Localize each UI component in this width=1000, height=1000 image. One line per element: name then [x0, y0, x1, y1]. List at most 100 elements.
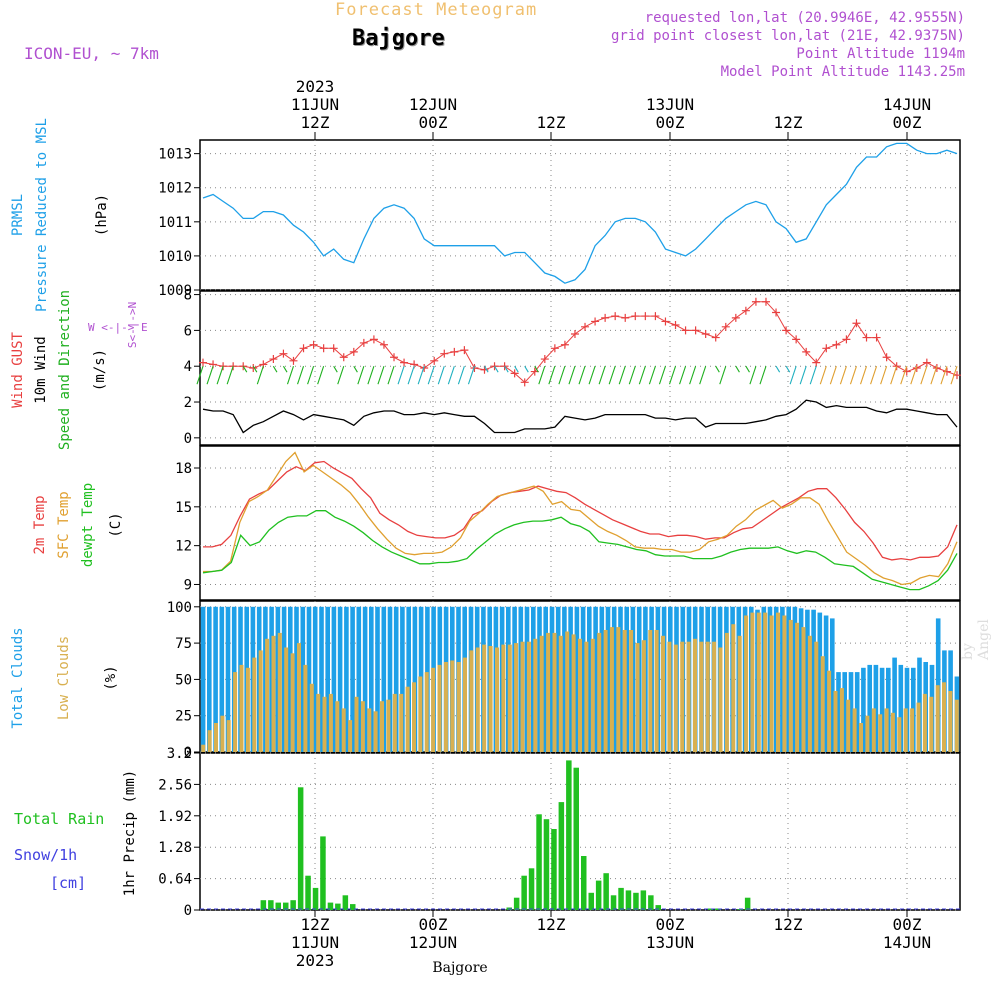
gust-marker	[691, 326, 700, 335]
total-cloud-bar	[381, 606, 387, 752]
wind-direction-arrow	[377, 366, 385, 385]
rain-bar	[633, 892, 639, 910]
gust-marker	[651, 312, 660, 321]
gust-marker	[772, 308, 781, 317]
rain-bar	[521, 875, 527, 910]
total-cloud-bar	[362, 606, 368, 752]
y-tick-label: 6	[184, 323, 192, 339]
low-cloud-bar	[450, 660, 455, 752]
gust-marker	[812, 358, 821, 367]
wind-direction-arrow	[417, 366, 425, 385]
gust-marker	[782, 326, 791, 335]
low-cloud-bar	[533, 638, 538, 753]
prmsl-label: PRMSL	[10, 194, 26, 236]
top-time-date: 13JUN	[646, 95, 694, 114]
low-cloud-bar	[661, 635, 665, 752]
low-cloud-bar	[922, 693, 927, 752]
low-cloud-bar	[539, 635, 544, 752]
low-cloud-bar	[680, 641, 685, 752]
low-cloud-bar	[597, 632, 602, 752]
series-dewpt-temp	[202, 510, 958, 591]
low-cloud-bar	[609, 627, 614, 752]
low-cloud-bar	[910, 708, 915, 752]
gust-marker	[862, 333, 871, 342]
wind-direction-arrow	[618, 366, 626, 385]
low-cloud-bar	[865, 715, 870, 752]
low-clouds-label: Low Clouds	[56, 636, 72, 720]
total-cloud-bar	[207, 606, 212, 752]
wind-direction-arrow	[598, 366, 606, 385]
total-cloud-bar	[344, 606, 349, 752]
wind-direction-arrow	[745, 365, 750, 373]
rain-bar	[588, 892, 594, 910]
wind-direction-arrow	[789, 366, 797, 385]
wind-direction-arrow	[447, 366, 455, 385]
bottom-time-date: 12JUN	[409, 933, 457, 952]
low-cloud-bar	[954, 699, 959, 752]
low-cloud-bar	[871, 708, 876, 752]
gust-marker	[349, 347, 358, 356]
wind-direction-arrow	[367, 366, 375, 385]
y-tick-label: 100	[167, 600, 192, 616]
rain-bar	[581, 856, 587, 910]
gust-marker	[500, 362, 509, 371]
rain-bar	[305, 875, 311, 910]
gust-marker	[822, 344, 831, 353]
low-cloud-bar	[578, 638, 582, 753]
low-cloud-bar	[271, 635, 276, 752]
rain-bar	[268, 900, 274, 910]
y-tick-label: 25	[175, 709, 192, 725]
low-cloud-bar	[354, 696, 359, 752]
ms-unit-label: (m/s)	[92, 349, 108, 391]
low-cloud-bar	[795, 622, 800, 752]
gust-marker	[882, 353, 891, 362]
gust-marker	[329, 344, 338, 353]
wind-direction-arrow	[940, 366, 948, 385]
gust-marker	[761, 297, 770, 306]
low-cloud-bar	[233, 672, 238, 752]
temp-2m-label: 2m Temp	[32, 495, 48, 554]
total-cloud-bar	[798, 608, 804, 752]
low-cloud-bar	[501, 644, 506, 752]
total-cloud-bar	[786, 606, 791, 752]
total-cloud-bar	[356, 606, 362, 752]
gust-marker	[701, 329, 710, 338]
gust-marker	[832, 340, 841, 349]
y-tick-label: 3.2	[167, 746, 192, 762]
gust-marker	[631, 312, 640, 321]
low-cloud-bar	[546, 632, 551, 752]
low-cloud-bar	[328, 693, 333, 752]
gust-marker	[560, 340, 569, 349]
low-cloud-bar	[744, 615, 749, 752]
low-cloud-bar	[935, 685, 940, 752]
gust-marker	[902, 367, 911, 376]
low-cloud-bar	[705, 641, 710, 752]
gust-marker	[892, 362, 901, 371]
wind-direction-arrow	[749, 366, 757, 385]
wind-direction-arrow	[890, 366, 898, 385]
wind-direction-arrow	[759, 366, 767, 385]
low-cloud-bar	[373, 711, 378, 752]
model-point-altitude: Model Point Altitude 1143.25m	[720, 64, 965, 80]
total-cloud-bar	[780, 606, 785, 752]
total-cloud-bar	[792, 606, 798, 752]
wind-direction-arrow	[849, 366, 857, 385]
rain-bar	[320, 836, 326, 910]
total-cloud-bar	[306, 606, 312, 752]
wind-direction-arrow	[558, 366, 566, 385]
wind-direction-arrow	[719, 366, 727, 385]
wind-direction-arrow	[457, 366, 465, 385]
total-cloud-bar	[811, 609, 816, 752]
gust-marker	[932, 364, 941, 372]
low-cloud-bar	[507, 644, 512, 752]
header: Forecast Meteogram Bajgore ICON-EU, ~ 7k…	[0, 0, 1000, 90]
rain-bar	[603, 873, 609, 910]
gust-marker	[450, 347, 459, 356]
y-tick-label: 0	[184, 903, 192, 919]
low-cloud-bar	[712, 641, 717, 752]
low-cloud-bar	[916, 702, 921, 752]
gust-marker	[359, 338, 368, 347]
y-tick-label: 50	[175, 672, 192, 688]
gust-marker	[540, 355, 549, 364]
